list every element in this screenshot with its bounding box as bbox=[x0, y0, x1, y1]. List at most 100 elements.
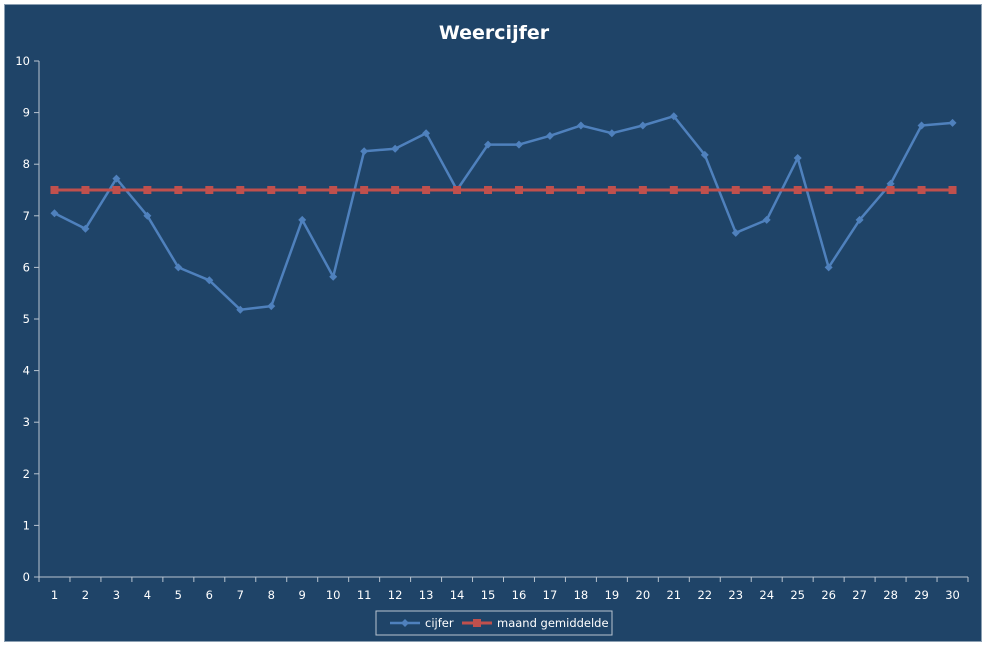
y-tick-label: 2 bbox=[23, 467, 30, 481]
y-tick-label: 5 bbox=[23, 312, 30, 326]
y-tick-label: 6 bbox=[23, 260, 30, 274]
x-tick-label: 22 bbox=[697, 588, 712, 602]
data-point bbox=[700, 150, 709, 159]
x-tick-label: 7 bbox=[237, 588, 244, 602]
data-point bbox=[669, 112, 678, 121]
x-tick-label: 20 bbox=[636, 588, 651, 602]
data-point bbox=[731, 186, 740, 194]
data-point bbox=[298, 215, 307, 224]
data-point bbox=[174, 263, 183, 272]
x-tick-label: 5 bbox=[175, 588, 182, 602]
data-point bbox=[205, 276, 214, 285]
data-point bbox=[762, 186, 771, 194]
data-point bbox=[607, 129, 616, 138]
x-tick-label: 1 bbox=[51, 588, 58, 602]
x-tick-label: 14 bbox=[450, 588, 465, 602]
x-tick-label: 8 bbox=[268, 588, 275, 602]
data-point bbox=[917, 186, 926, 194]
y-tick-label: 1 bbox=[23, 518, 30, 532]
x-tick-label: 18 bbox=[574, 588, 589, 602]
data-point bbox=[267, 186, 276, 194]
data-point bbox=[50, 209, 59, 218]
x-tick-label: 12 bbox=[388, 588, 403, 602]
series-1 bbox=[50, 112, 957, 314]
data-point bbox=[112, 174, 121, 183]
data-point bbox=[700, 186, 709, 194]
y-tick-label: 4 bbox=[23, 364, 30, 378]
data-point bbox=[360, 147, 369, 156]
y-tick-label: 10 bbox=[15, 54, 30, 68]
x-tick-label: 24 bbox=[759, 588, 774, 602]
data-point bbox=[762, 215, 771, 224]
x-tick-label: 3 bbox=[113, 588, 120, 602]
data-point bbox=[793, 154, 802, 163]
data-point bbox=[576, 121, 585, 130]
x-tick-label: 16 bbox=[512, 588, 527, 602]
data-point bbox=[948, 118, 957, 127]
x-tick-label: 11 bbox=[357, 588, 372, 602]
x-tick-label: 21 bbox=[666, 588, 681, 602]
data-point bbox=[81, 186, 90, 194]
data-point bbox=[267, 302, 276, 311]
series-2 bbox=[50, 186, 957, 194]
data-point bbox=[422, 186, 431, 194]
data-point bbox=[50, 186, 59, 194]
x-tick-label: 30 bbox=[945, 588, 960, 602]
x-tick-label: 13 bbox=[419, 588, 434, 602]
data-point bbox=[81, 224, 90, 233]
data-point bbox=[855, 186, 864, 194]
data-point bbox=[514, 186, 523, 194]
data-point bbox=[360, 186, 369, 194]
series-layer bbox=[50, 112, 957, 314]
data-point bbox=[391, 186, 400, 194]
x-tick-label: 26 bbox=[821, 588, 836, 602]
x-tick-label: 23 bbox=[728, 588, 743, 602]
data-point bbox=[855, 215, 864, 224]
data-point bbox=[824, 186, 833, 194]
data-point bbox=[391, 144, 400, 153]
x-tick-label: 6 bbox=[206, 588, 213, 602]
data-point bbox=[669, 186, 678, 194]
x-tick-label: 25 bbox=[790, 588, 805, 602]
legend-entry-1: cijfer bbox=[390, 616, 454, 630]
data-point bbox=[422, 129, 431, 138]
legend-marker bbox=[473, 619, 481, 627]
chart-title: Weercijfer bbox=[439, 22, 550, 44]
y-tick-label: 7 bbox=[23, 209, 30, 223]
y-tick-label: 3 bbox=[23, 415, 30, 429]
y-tick-label: 0 bbox=[23, 570, 30, 584]
legend-marker bbox=[401, 619, 409, 627]
data-point bbox=[112, 186, 121, 194]
data-point bbox=[576, 186, 585, 194]
data-point bbox=[607, 186, 616, 194]
legend-box bbox=[375, 610, 613, 636]
legend-label: maand gemiddelde bbox=[497, 616, 609, 630]
x-tick-label: 10 bbox=[326, 588, 341, 602]
data-point bbox=[731, 228, 740, 237]
y-tick-label: 8 bbox=[23, 157, 30, 171]
data-point bbox=[793, 186, 802, 194]
series-line bbox=[53, 114, 953, 311]
data-point bbox=[824, 263, 833, 272]
data-point bbox=[453, 186, 462, 194]
x-tick-label: 28 bbox=[883, 588, 898, 602]
chart-legend: cijfer maand gemiddelde bbox=[375, 610, 613, 636]
data-point bbox=[174, 186, 183, 194]
data-point bbox=[638, 121, 647, 130]
y-tick-label: 9 bbox=[23, 106, 30, 120]
data-point bbox=[205, 186, 214, 194]
x-tick-label: 27 bbox=[852, 588, 867, 602]
data-point bbox=[545, 131, 554, 140]
data-point bbox=[236, 186, 245, 194]
data-point bbox=[236, 305, 245, 314]
data-point bbox=[329, 272, 338, 281]
data-point bbox=[484, 140, 493, 149]
x-tick-label: 19 bbox=[605, 588, 620, 602]
x-tick-label: 2 bbox=[82, 588, 89, 602]
x-tick-label: 4 bbox=[144, 588, 151, 602]
legend-label: cijfer bbox=[425, 616, 454, 630]
x-tick-label: 17 bbox=[543, 588, 558, 602]
data-point bbox=[638, 186, 647, 194]
